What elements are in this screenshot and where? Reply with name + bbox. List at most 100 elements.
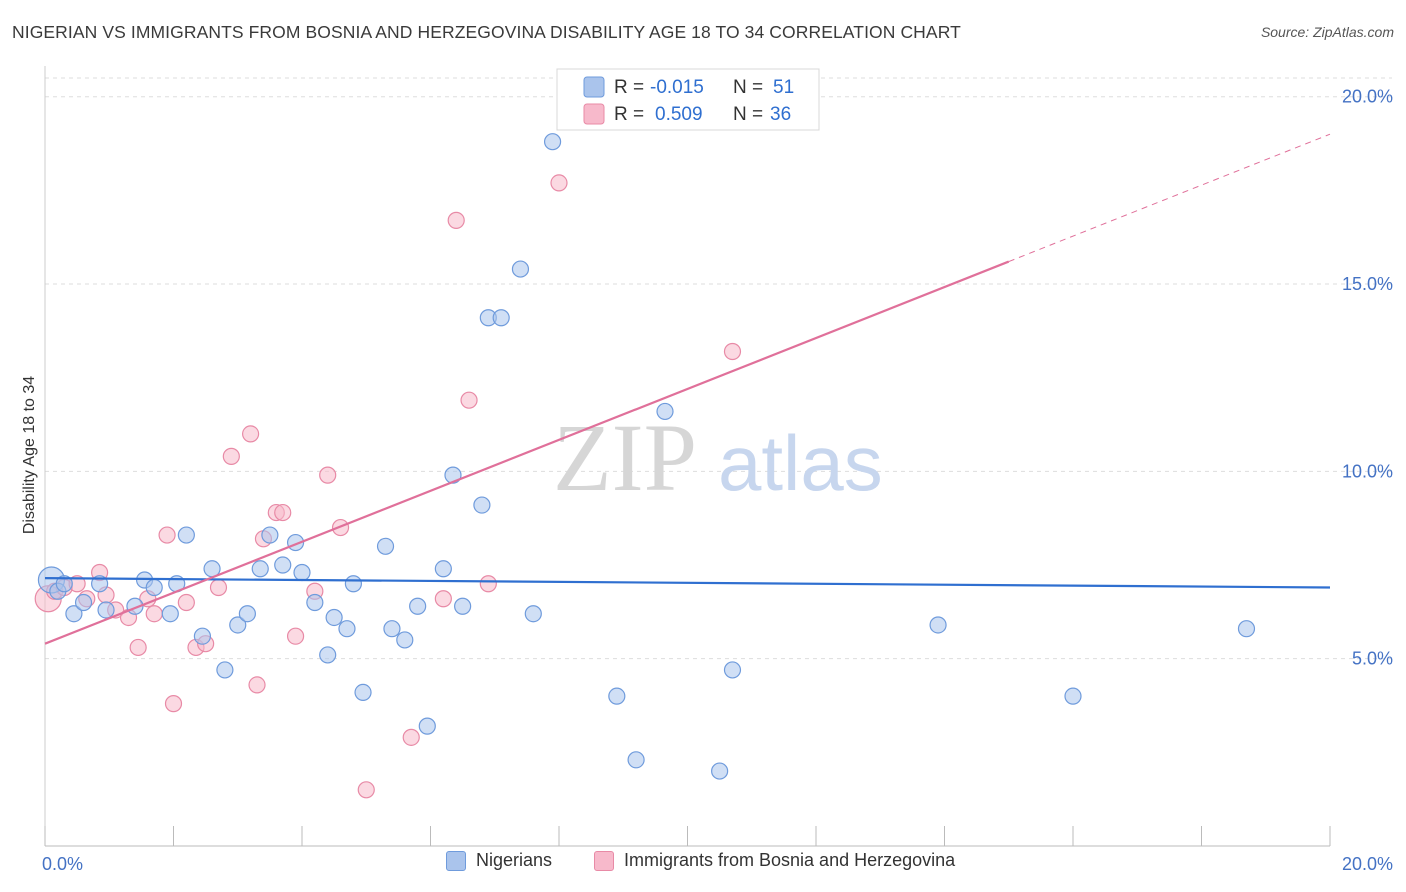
- legend-item-bosnia[interactable]: Immigrants from Bosnia and Herzegovina: [594, 850, 955, 871]
- trend-lines: [44, 133, 1331, 645]
- stats-legend-r-value: 0.509: [655, 104, 703, 125]
- nigerians-point[interactable]: [418, 717, 436, 735]
- legend-swatch-nigerians: [446, 850, 466, 871]
- tick-labels: 5.0% 10.0% 15.0% 20.0% 0.0% 20.0%: [42, 87, 1393, 874]
- nigerians-point[interactable]: [161, 605, 179, 623]
- legend-swatch-bosnia: [594, 850, 614, 871]
- nigerians-point[interactable]: [65, 605, 83, 623]
- bosnia-point[interactable]: [145, 605, 163, 623]
- nigerians-point[interactable]: [251, 560, 269, 578]
- nigerians-point[interactable]: [55, 575, 73, 593]
- nigerians-point[interactable]: [91, 575, 109, 593]
- bosnia-point[interactable]: [177, 593, 195, 612]
- bosnia-point[interactable]: [158, 526, 176, 544]
- nigerians-point[interactable]: [293, 563, 311, 582]
- bosnia-point[interactable]: [242, 425, 260, 443]
- bosnia-point[interactable]: [723, 342, 742, 361]
- bosnia-point[interactable]: [129, 638, 147, 657]
- bosnia-point[interactable]: [209, 578, 228, 597]
- y-tick-label: 15.0%: [1342, 274, 1393, 294]
- stats-legend-blue-swatch: [583, 76, 605, 98]
- legend-label-nigerians: Nigerians: [476, 850, 553, 870]
- stats-legend-n-value: 51: [773, 77, 794, 98]
- nigerians-point[interactable]: [473, 496, 491, 514]
- legend-item-nigerians[interactable]: Nigerians: [446, 850, 552, 871]
- series-legend: Nigerians Immigrants from Bosnia and Her…: [0, 850, 1406, 880]
- y-axis-label: Disability Age 18 to 34: [21, 376, 38, 534]
- bosnia-point[interactable]: [222, 447, 240, 465]
- nigerians-point[interactable]: [723, 661, 742, 679]
- nigerians-point[interactable]: [409, 597, 427, 615]
- bosnia-trend-line: [44, 260, 1010, 645]
- nigerians-point[interactable]: [74, 593, 93, 612]
- bosnia-point[interactable]: [434, 590, 452, 608]
- y-tick-label: 10.0%: [1342, 461, 1393, 481]
- nigerians-point[interactable]: [454, 597, 472, 615]
- stats-legend-r-label: R =: [614, 77, 644, 98]
- stats-legend-n-value: 36: [770, 104, 791, 125]
- watermark-atlas: atlas: [718, 419, 883, 507]
- nigerians-point[interactable]: [145, 578, 163, 597]
- nigerians-point[interactable]: [929, 616, 947, 634]
- grid-lines: [45, 77, 1392, 660]
- bosnia-point[interactable]: [286, 627, 305, 645]
- y-tick-label: 5.0%: [1352, 649, 1393, 669]
- nigerians-point[interactable]: [396, 631, 414, 649]
- chart-title: NIGERIAN VS IMMIGRANTS FROM BOSNIA AND H…: [12, 22, 961, 42]
- bosnia-point[interactable]: [164, 695, 183, 713]
- stats-legend-n-label: N =: [733, 77, 763, 98]
- nigerians-point[interactable]: [376, 537, 395, 555]
- nigerians-point[interactable]: [627, 751, 645, 769]
- watermark-zip: ZIP: [553, 404, 697, 511]
- nigerians-point[interactable]: [274, 556, 292, 574]
- bosnia-point[interactable]: [357, 781, 375, 799]
- nigerians-point[interactable]: [524, 605, 542, 623]
- nigerians-point[interactable]: [511, 260, 530, 278]
- x-tick-label: 20.0%: [1342, 854, 1393, 874]
- nigerians-point[interactable]: [319, 646, 337, 664]
- nigerians-point[interactable]: [1237, 620, 1256, 638]
- nigerians-point[interactable]: [306, 593, 324, 612]
- nigerians-point[interactable]: [656, 402, 674, 421]
- chart-source: Source: ZipAtlas.com: [1260, 24, 1394, 40]
- nigerians-point[interactable]: [434, 560, 452, 578]
- nigerians-point[interactable]: [344, 575, 362, 593]
- nigerians-point[interactable]: [238, 605, 256, 623]
- legend-label-bosnia: Immigrants from Bosnia and Herzegovina: [624, 850, 956, 870]
- stats-legend-r-label: R =: [614, 104, 644, 125]
- stats-legend-r-value: -0.015: [650, 77, 704, 98]
- nigerians-point[interactable]: [354, 683, 372, 702]
- nigerians-point[interactable]: [216, 661, 234, 679]
- bosnia-point[interactable]: [447, 211, 465, 229]
- nigerians-point[interactable]: [711, 762, 729, 780]
- bosnia-point[interactable]: [319, 466, 337, 484]
- stats-legend-n-label: N =: [733, 104, 763, 125]
- bosnia-point[interactable]: [460, 391, 478, 409]
- nigerians-point[interactable]: [229, 616, 247, 634]
- bosnia-point[interactable]: [274, 503, 292, 522]
- bosnia-point[interactable]: [479, 575, 497, 593]
- nigerians-point[interactable]: [608, 687, 626, 705]
- axes: [44, 66, 1331, 847]
- nigerians-point[interactable]: [325, 608, 343, 627]
- watermark: ZIP atlas: [553, 404, 883, 511]
- series-nigerians-points: [37, 133, 1256, 780]
- y-tick-label: 20.0%: [1342, 87, 1393, 107]
- nigerians-trend-line: [44, 577, 1331, 589]
- bosnia-point[interactable]: [402, 728, 420, 746]
- nigerians-point[interactable]: [261, 526, 279, 544]
- nigerians-point[interactable]: [492, 309, 510, 327]
- nigerians-point[interactable]: [1064, 687, 1082, 705]
- nigerians-point[interactable]: [97, 601, 115, 619]
- x-tick-label: 0.0%: [42, 854, 83, 874]
- stats-legend-pink-swatch: [583, 103, 605, 125]
- nigerians-point[interactable]: [543, 133, 562, 151]
- nigerians-point[interactable]: [338, 620, 356, 638]
- nigerians-point[interactable]: [193, 627, 212, 645]
- nigerians-point[interactable]: [383, 620, 401, 638]
- bosnia-point[interactable]: [550, 174, 568, 192]
- bosnia-point[interactable]: [248, 676, 266, 694]
- bosnia-trend-extension: [1008, 133, 1331, 263]
- nigerians-point[interactable]: [177, 526, 195, 544]
